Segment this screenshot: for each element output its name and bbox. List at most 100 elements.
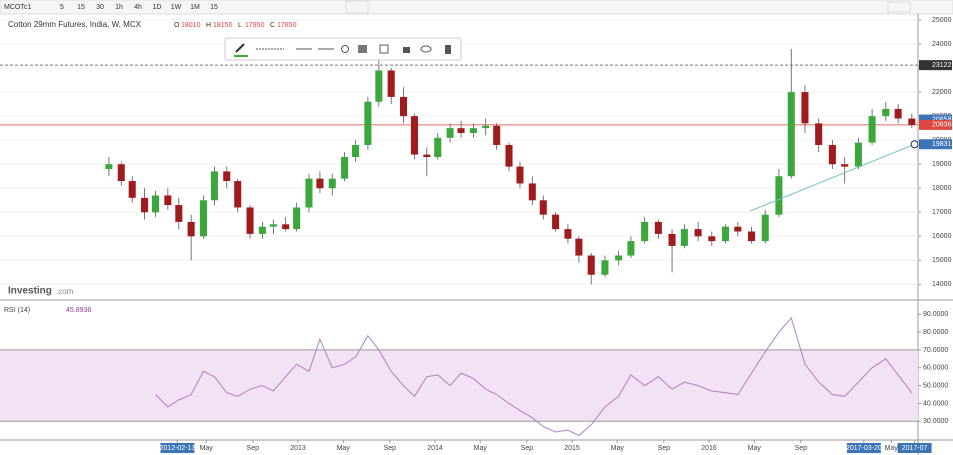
y-tick-label: 70.0000 bbox=[923, 347, 948, 354]
x-tick-label: May bbox=[748, 445, 762, 452]
y-tick-label: 25000 bbox=[932, 17, 952, 24]
price-label-box bbox=[919, 119, 952, 130]
candle-body bbox=[801, 92, 809, 124]
camera-button[interactable] bbox=[887, 1, 911, 13]
indicator-button[interactable] bbox=[345, 0, 369, 14]
candle-body bbox=[641, 221, 649, 242]
candle-body bbox=[375, 70, 383, 102]
y-tick-label: 80.0000 bbox=[923, 329, 948, 336]
candle-body bbox=[668, 233, 676, 246]
candle-body bbox=[761, 214, 769, 242]
interval-button[interactable]: 1D bbox=[153, 4, 162, 11]
candle-body bbox=[482, 125, 490, 129]
indicator-value: 45.8938 bbox=[66, 307, 91, 314]
price-label: 20636 bbox=[932, 122, 952, 129]
x-tick-highlight bbox=[897, 443, 932, 453]
watermark: Investing bbox=[8, 286, 52, 297]
interval-button[interactable]: 1h bbox=[115, 4, 123, 11]
candle-body bbox=[293, 207, 301, 230]
ohlc-value: 17850 bbox=[277, 22, 297, 29]
x-tick-label: Sep bbox=[658, 445, 671, 452]
interval-button[interactable]: 1M bbox=[190, 4, 200, 11]
ohlc-label: C bbox=[270, 22, 275, 29]
candle-body bbox=[234, 181, 242, 208]
x-tick-label: Sep bbox=[521, 445, 534, 452]
price-label: 23122 bbox=[932, 62, 952, 69]
ohlc-value: 18010 bbox=[181, 22, 201, 29]
candle-body bbox=[316, 178, 324, 189]
candle-body bbox=[694, 229, 702, 237]
x-tick-label: May bbox=[337, 445, 351, 452]
interval-button[interactable]: 15 bbox=[77, 4, 85, 11]
pencil-icon[interactable] bbox=[235, 43, 245, 53]
drawing-toolbar-box bbox=[224, 37, 462, 61]
candle-body bbox=[446, 128, 454, 138]
candle-body bbox=[516, 166, 524, 184]
candle-body bbox=[775, 176, 783, 215]
candle-body bbox=[493, 125, 501, 145]
y-tick-label: 24000 bbox=[932, 41, 952, 48]
y-tick-label: 16000 bbox=[932, 233, 952, 240]
interval-button[interactable]: 15 bbox=[210, 4, 218, 11]
x-tick-label: 2015 bbox=[564, 445, 580, 452]
candle-body bbox=[457, 128, 465, 133]
trendline bbox=[749, 143, 915, 212]
delete-icon[interactable] bbox=[445, 45, 451, 54]
ohlc-label: H bbox=[206, 22, 211, 29]
candle-body bbox=[164, 195, 172, 206]
x-tick-label: 2014 bbox=[427, 445, 443, 452]
candle-body bbox=[423, 154, 431, 157]
toolbar bbox=[0, 0, 953, 15]
candle-body bbox=[210, 171, 218, 201]
template-icon[interactable] bbox=[358, 45, 367, 53]
y-tick-label: 22000 bbox=[932, 89, 952, 96]
candle-body bbox=[539, 200, 547, 215]
y-tick-label: 40.0000 bbox=[923, 400, 948, 407]
candle-body bbox=[399, 96, 408, 117]
y-tick-label: 15000 bbox=[932, 257, 952, 264]
price-label-box bbox=[919, 60, 952, 71]
clone-icon[interactable] bbox=[379, 44, 389, 54]
candle-body bbox=[868, 116, 876, 143]
ohlc-label: O bbox=[174, 22, 180, 29]
x-tick-label: 2012-02-13 bbox=[160, 445, 196, 452]
candle-body bbox=[575, 238, 583, 256]
candle-body bbox=[328, 178, 336, 189]
x-tick-label: May bbox=[611, 445, 625, 452]
trendline-handle[interactable] bbox=[910, 140, 919, 149]
candle-body bbox=[828, 144, 836, 165]
interval-button[interactable]: 4h bbox=[134, 4, 142, 11]
candle-body bbox=[564, 229, 572, 239]
candle-body bbox=[734, 226, 742, 232]
interval-button[interactable]: 1W bbox=[171, 4, 182, 11]
candle-body bbox=[341, 157, 349, 179]
candle-body bbox=[854, 142, 862, 167]
price-label: 19831 bbox=[932, 141, 952, 148]
x-tick-label: May bbox=[885, 445, 899, 452]
symbol[interactable]: MCOTc1 bbox=[4, 4, 31, 11]
interval-button[interactable]: 5 bbox=[60, 4, 64, 11]
candle-body bbox=[882, 108, 890, 117]
candle-body bbox=[151, 195, 160, 213]
candle-body bbox=[787, 92, 795, 177]
y-tick-label: 50.0000 bbox=[923, 382, 948, 389]
candle-body bbox=[654, 221, 662, 234]
y-tick-label: 30.0000 bbox=[923, 418, 948, 425]
y-tick-label: 18000 bbox=[932, 185, 952, 192]
visibility-icon[interactable] bbox=[420, 45, 432, 53]
watermark-suffix: .com bbox=[56, 287, 74, 296]
candle-body bbox=[387, 70, 395, 97]
candle-body bbox=[721, 226, 730, 242]
settings-icon[interactable] bbox=[341, 45, 349, 53]
toolbar-items: MCOTc1 5 15 30 1h 4h 1D 1W 1M 15 bbox=[4, 4, 218, 11]
candle-body bbox=[908, 118, 916, 125]
interval-button[interactable]: 30 bbox=[96, 4, 104, 11]
y-tick-label: 14000 bbox=[932, 281, 952, 288]
candle-body bbox=[587, 255, 595, 275]
lock-icon[interactable] bbox=[403, 47, 410, 53]
indicator-title: RSI (14) bbox=[4, 307, 30, 314]
candle-body bbox=[141, 197, 149, 213]
candle-body bbox=[748, 231, 756, 242]
candle-body bbox=[352, 144, 360, 157]
candle-body bbox=[282, 224, 290, 230]
